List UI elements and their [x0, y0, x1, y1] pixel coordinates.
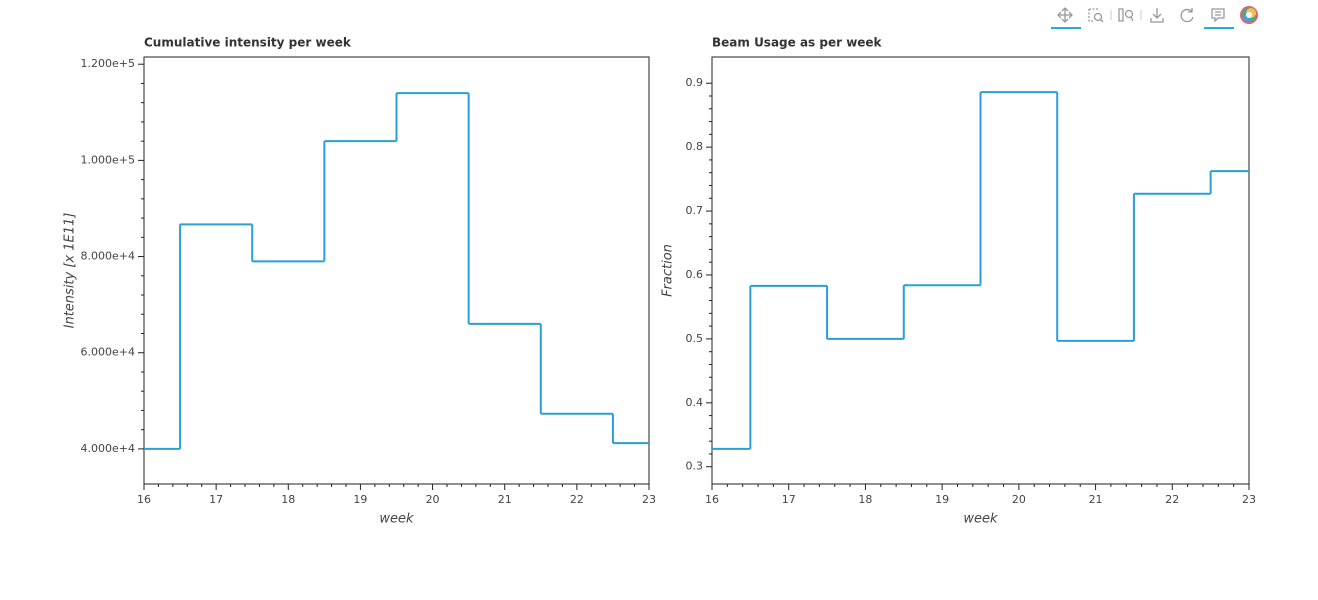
bokeh-logo[interactable]	[1240, 6, 1258, 24]
chart-title: Cumulative intensity per week	[144, 36, 352, 50]
chart-title: Beam Usage as per week	[712, 36, 883, 50]
x-tick-label: 18	[281, 493, 295, 506]
y-axis-label: Fraction	[661, 244, 676, 297]
x-tick-label: 21	[498, 493, 512, 506]
x-axis-label: week	[379, 512, 414, 527]
x-tick-label: 22	[570, 493, 584, 506]
plot-frame	[143, 56, 650, 485]
x-tick-label: 22	[1165, 493, 1179, 506]
x-tick-label: 17	[782, 493, 796, 506]
x-tick-label: 19	[353, 493, 367, 506]
y-tick-label: 0.4	[686, 396, 704, 409]
x-tick-label: 20	[1012, 493, 1026, 506]
y-tick-label: 0.7	[686, 204, 704, 217]
y-tick-label: 0.6	[686, 268, 704, 281]
y-tick-label: 6.000e+4	[81, 346, 135, 359]
x-tick-label: 23	[1242, 493, 1256, 506]
y-tick-label: 0.3	[686, 460, 704, 473]
y-tick-label: 8.000e+4	[81, 250, 135, 263]
y-tick-label: 0.5	[686, 332, 704, 345]
y-tick-label: 1.000e+5	[81, 153, 135, 166]
y-tick-label: 4.000e+4	[81, 442, 135, 455]
y-axis-label: Intensity [x 1E11]	[63, 213, 78, 329]
toolbar	[1051, 6, 1258, 29]
x-tick-label: 18	[858, 493, 872, 506]
save-tool[interactable]	[1150, 8, 1164, 23]
x-tick-label: 19	[935, 493, 949, 506]
reset-tool[interactable]	[1180, 8, 1194, 23]
x-tick-label: 16	[137, 493, 151, 506]
x-tick-label: 20	[426, 493, 440, 506]
x-tick-label: 23	[642, 493, 656, 506]
x-axis-label: week	[963, 512, 998, 527]
hover-tool[interactable]	[1211, 8, 1225, 23]
y-tick-label: 0.9	[686, 76, 704, 89]
y-tick-label: 1.200e+5	[81, 57, 135, 70]
box-zoom-tool[interactable]	[1088, 8, 1104, 23]
plot-frame	[711, 56, 1250, 485]
x-tick-label: 16	[705, 493, 719, 506]
x-tick-label: 17	[209, 493, 223, 506]
y-tick-label: 0.8	[686, 140, 704, 153]
wheel-zoom-tool[interactable]	[1118, 8, 1134, 22]
pan-tool[interactable]	[1057, 7, 1073, 23]
x-tick-label: 21	[1089, 493, 1103, 506]
